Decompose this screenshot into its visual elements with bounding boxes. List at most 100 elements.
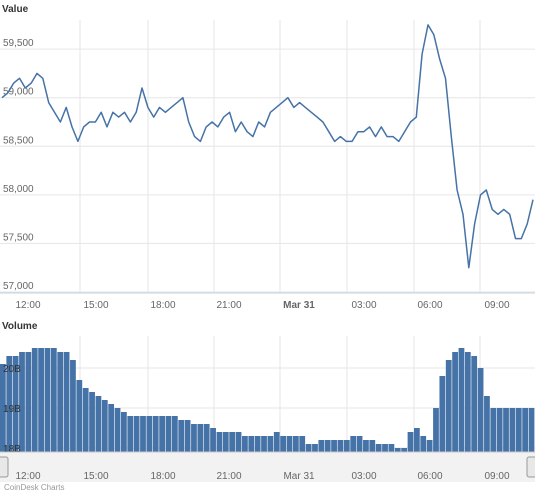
volume-bar (318, 440, 325, 452)
volume-bar (63, 352, 70, 452)
volume-bar (515, 408, 522, 452)
volume-bar (6, 356, 13, 452)
volume-bar (171, 416, 178, 452)
volume-bar (108, 404, 115, 452)
volume-bar (121, 412, 127, 452)
volume-bar (0, 364, 6, 452)
price-y-tick-label: 59,500 (3, 38, 34, 49)
volume-bar (382, 444, 388, 452)
volume-bar (439, 376, 446, 452)
volume-bar (426, 440, 433, 452)
price-x-tick-label: 15:00 (83, 300, 108, 311)
volume-bar (267, 436, 274, 452)
volume-bar (184, 420, 191, 452)
volume-bar (248, 436, 255, 452)
volume-bar (12, 356, 19, 452)
price-y-tick-label: 59,000 (3, 87, 34, 98)
volume-bar (484, 396, 490, 452)
volume-bar (44, 348, 51, 452)
volume-bar (229, 432, 236, 452)
volume-bar (235, 432, 242, 452)
volume-x-tick-label: 18:00 (150, 471, 175, 482)
volume-bar (242, 436, 248, 452)
price-y-tick-label: 57,500 (3, 232, 34, 243)
volume-bar (89, 392, 95, 452)
volume-bar (178, 420, 185, 452)
volume-bar (95, 396, 102, 452)
volume-bar (286, 436, 293, 452)
volume-bar (363, 440, 369, 452)
price-series-line (1, 24, 534, 269)
volume-bar (312, 444, 318, 452)
volume-x-tick-label: 15:00 (83, 471, 108, 482)
volume-bar (191, 424, 197, 452)
navigator-start-handle[interactable] (0, 456, 9, 478)
volume-bar (433, 408, 439, 452)
price-x-tick-label: 21:00 (216, 300, 241, 311)
volume-bar (76, 380, 83, 452)
volume-bar (375, 444, 382, 452)
volume-bar (337, 440, 344, 452)
volume-bar (305, 444, 312, 452)
volume-bar (394, 448, 401, 452)
navigator-end-handle[interactable] (526, 456, 535, 478)
volume-bar (133, 416, 140, 452)
volume-bar (25, 352, 32, 452)
volume-bar (420, 436, 427, 452)
volume-bar (82, 388, 89, 452)
volume-bar (324, 440, 331, 452)
price-x-tick-label: 03:00 (351, 300, 376, 311)
volume-bar (496, 408, 503, 452)
volume-x-tick-label: 21:00 (216, 471, 241, 482)
volume-bar (490, 408, 497, 452)
navigator-track (0, 452, 535, 482)
volume-bar (50, 348, 57, 452)
volume-bar (299, 436, 306, 452)
volume-bar (369, 440, 376, 452)
price-x-tick-label: 12:00 (15, 300, 40, 311)
price-x-tick-label: Mar 31 (283, 300, 315, 311)
volume-x-tick-label: 09:00 (484, 471, 509, 482)
volume-bar (350, 436, 357, 452)
volume-bar (331, 440, 337, 452)
volume-bar (471, 356, 478, 452)
volume-x-tick-label: 12:00 (15, 471, 40, 482)
volume-y-tick-label: 19B (3, 404, 21, 415)
volume-bar (165, 416, 172, 452)
volume-bar (152, 416, 159, 452)
volume-bar (509, 408, 516, 452)
volume-bar (503, 408, 509, 452)
volume-bar (216, 432, 223, 452)
volume-bar (140, 416, 146, 452)
price-line-chart: 57,000 57,500 58,000 58,500 59,000 59,500 12:0… (0, 20, 535, 311)
volume-bar (210, 428, 216, 452)
volume-bar (292, 436, 299, 452)
volume-bar (127, 416, 134, 452)
volume-bar (477, 368, 484, 452)
volume-y-tick-label: 20B (3, 364, 21, 375)
volume-bar (146, 416, 153, 452)
volume-x-tick-label: Mar 31 (283, 471, 315, 482)
volume-bar (114, 408, 121, 452)
volume-bar (445, 360, 452, 452)
volume-bar (356, 436, 363, 452)
volume-x-tick-label: 06:00 (417, 471, 442, 482)
volume-bar (159, 416, 165, 452)
price-y-tick-label: 58,500 (3, 135, 34, 146)
volume-bar (388, 444, 395, 452)
volume-bar (280, 436, 287, 452)
volume-panel-title: Volume (2, 321, 38, 332)
volume-bar (528, 408, 535, 452)
volume-bar (522, 408, 529, 452)
volume-bar (254, 436, 261, 452)
price-x-tick-label: 09:00 (484, 300, 509, 311)
volume-bar (413, 428, 420, 452)
volume-x-tick-label: 03:00 (351, 471, 376, 482)
price-y-tick-label: 58,000 (3, 184, 34, 195)
price-x-tick-label: 18:00 (150, 300, 175, 311)
volume-bar (203, 424, 210, 452)
volume-bar (222, 432, 229, 452)
volume-bar (458, 348, 465, 452)
volume-bar (261, 436, 267, 452)
volume-bar (273, 432, 280, 452)
